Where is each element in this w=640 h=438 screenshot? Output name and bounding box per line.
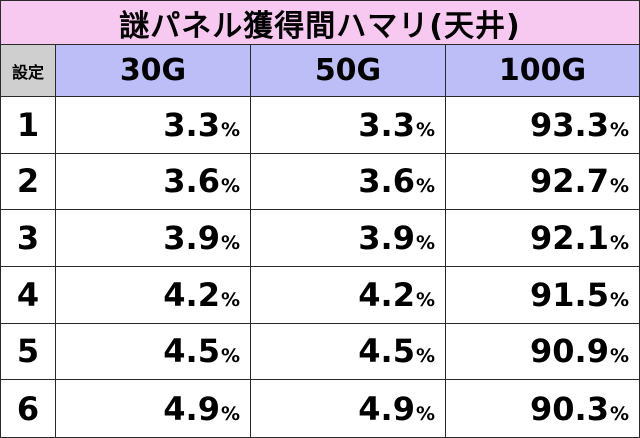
value-number: 4.2 (358, 275, 415, 314)
percent-sign: % (415, 402, 435, 425)
value-number: 3.9 (163, 219, 220, 258)
percent-sign: % (609, 345, 629, 368)
value-cell: 92.1% (446, 210, 639, 267)
value-cell: 4.5% (251, 323, 446, 381)
percent-sign: % (415, 345, 435, 368)
percent-sign: % (220, 118, 240, 141)
percent-sign: % (220, 232, 240, 255)
percent-sign: % (415, 118, 435, 141)
percent-sign: % (220, 345, 240, 368)
percent-sign: % (609, 118, 629, 141)
header-setting: 設定 (1, 45, 56, 97)
percent-sign: % (415, 232, 435, 255)
value-cell: 4.2% (56, 266, 251, 324)
percent-sign: % (415, 288, 435, 311)
value-cell: 3.9% (251, 210, 446, 267)
percent-sign: % (220, 288, 240, 311)
value-cell: 92.7% (446, 153, 639, 211)
value-cell: 3.6% (56, 153, 251, 211)
header-50g: 50G (251, 45, 446, 97)
value-cell: 3.3% (251, 97, 446, 154)
value-cell: 4.9% (251, 380, 446, 437)
value-number: 90.9 (530, 332, 609, 371)
value-number: 3.3 (163, 105, 220, 144)
setting-cell: 1 (1, 97, 56, 154)
value-cell: 90.9% (446, 323, 639, 381)
value-number: 3.3 (358, 105, 415, 144)
percent-sign: % (609, 232, 629, 255)
value-number: 4.2 (163, 275, 220, 314)
percent-sign: % (609, 288, 629, 311)
value-number: 4.5 (163, 332, 220, 371)
setting-cell: 6 (1, 380, 56, 437)
setting-cell: 4 (1, 266, 56, 324)
value-cell: 4.9% (56, 380, 251, 437)
value-cell: 93.3% (446, 97, 639, 154)
table-title: 謎パネル獲得間ハマリ(天井) (1, 1, 639, 45)
value-cell: 3.9% (56, 210, 251, 267)
value-number: 90.3 (530, 389, 609, 428)
percent-sign: % (609, 175, 629, 198)
value-number: 93.3 (530, 105, 609, 144)
value-cell: 4.5% (56, 323, 251, 381)
percent-sign: % (415, 175, 435, 198)
header-30g: 30G (56, 45, 251, 97)
value-number: 4.5 (358, 332, 415, 371)
value-cell: 3.6% (251, 153, 446, 211)
value-cell: 90.3% (446, 380, 639, 437)
setting-cell: 5 (1, 323, 56, 381)
value-number: 3.9 (358, 219, 415, 258)
percent-sign: % (220, 175, 240, 198)
value-number: 3.6 (163, 162, 220, 201)
value-number: 92.1 (530, 219, 609, 258)
setting-cell: 3 (1, 210, 56, 267)
header-100g: 100G (446, 45, 639, 97)
percent-sign: % (220, 402, 240, 425)
percent-sign: % (609, 402, 629, 425)
value-cell: 4.2% (251, 266, 446, 324)
value-cell: 91.5% (446, 266, 639, 324)
value-number: 92.7 (530, 162, 609, 201)
value-number: 4.9 (163, 389, 220, 428)
value-number: 91.5 (530, 275, 609, 314)
value-number: 3.6 (358, 162, 415, 201)
setting-cell: 2 (1, 153, 56, 211)
value-cell: 3.3% (56, 97, 251, 154)
value-number: 4.9 (358, 389, 415, 428)
